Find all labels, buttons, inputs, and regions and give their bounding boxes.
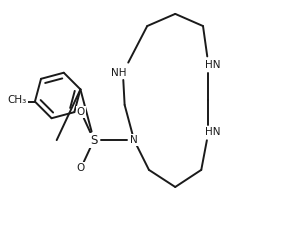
- Text: S: S: [90, 134, 98, 147]
- Text: NH: NH: [111, 68, 127, 78]
- Text: HN: HN: [205, 127, 221, 137]
- Text: O: O: [77, 107, 85, 117]
- Text: O: O: [77, 163, 85, 173]
- Text: CH₃: CH₃: [7, 95, 27, 105]
- Text: HN: HN: [205, 60, 221, 70]
- Text: N: N: [130, 135, 138, 145]
